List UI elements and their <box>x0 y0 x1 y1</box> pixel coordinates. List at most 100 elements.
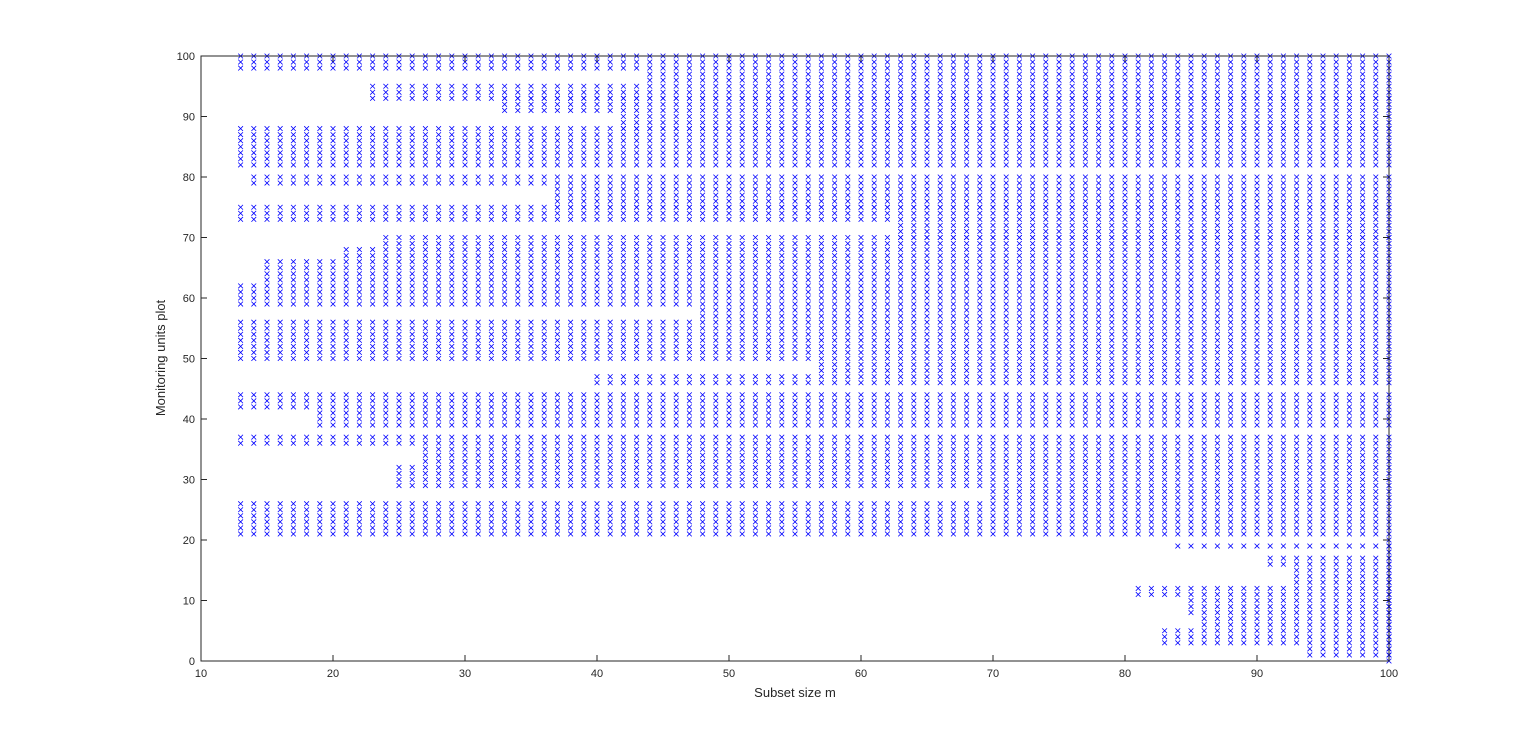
data-point <box>515 65 521 71</box>
data-point <box>792 59 798 65</box>
data-point <box>633 131 640 138</box>
data-point <box>1188 65 1194 71</box>
data-point <box>937 83 943 89</box>
data-point <box>1227 119 1234 126</box>
data-point <box>1003 77 1009 83</box>
data-point <box>1122 71 1128 77</box>
data-point <box>462 138 468 144</box>
data-point <box>1016 113 1023 120</box>
data-point <box>1293 119 1300 126</box>
data-point <box>924 131 930 138</box>
data-point <box>686 71 693 77</box>
data-point <box>396 89 402 95</box>
data-point <box>831 101 838 108</box>
data-point <box>1016 131 1023 138</box>
data-point <box>620 107 627 114</box>
data-point <box>435 65 442 71</box>
data-point <box>1122 59 1128 65</box>
data-point <box>713 138 719 144</box>
data-point <box>963 107 970 114</box>
data-point <box>383 59 389 65</box>
data-point <box>1148 119 1155 126</box>
data-point <box>1003 71 1009 77</box>
data-point <box>1095 113 1102 120</box>
data-point <box>673 138 679 144</box>
data-point <box>1056 119 1062 126</box>
data-point <box>977 119 983 126</box>
data-point <box>1016 138 1023 144</box>
data-point <box>1135 101 1141 108</box>
data-point <box>1043 131 1049 138</box>
data-point <box>449 138 455 144</box>
data-point <box>911 107 917 114</box>
data-point <box>1069 89 1075 95</box>
data-point <box>1227 107 1234 114</box>
data-point <box>277 138 283 144</box>
data-point <box>990 125 996 132</box>
data-point <box>660 107 666 114</box>
data-point <box>515 131 521 138</box>
data-point <box>1267 138 1273 144</box>
data-point <box>1280 101 1287 108</box>
data-point <box>1188 113 1194 120</box>
data-point <box>541 125 547 132</box>
data-point <box>673 95 679 102</box>
data-point <box>1241 101 1247 108</box>
data-point <box>1267 107 1273 114</box>
data-point <box>1109 65 1115 71</box>
data-point <box>1003 138 1009 144</box>
data-point <box>897 71 904 77</box>
data-point <box>1095 125 1102 132</box>
data-point <box>409 59 415 65</box>
data-point <box>911 59 917 65</box>
data-point <box>726 95 732 102</box>
data-point <box>1029 83 1036 89</box>
data-point <box>1056 101 1062 108</box>
data-point <box>396 131 402 138</box>
data-point <box>541 89 547 95</box>
data-point <box>805 107 811 114</box>
data-point <box>739 131 745 138</box>
data-point <box>449 125 455 132</box>
data-point <box>1373 71 1379 77</box>
data-point <box>963 119 970 126</box>
data-point <box>1161 65 1168 71</box>
data-point <box>858 89 864 95</box>
data-point <box>950 138 957 144</box>
data-point <box>1095 95 1102 102</box>
data-point <box>581 65 587 71</box>
data-point <box>1003 89 1009 95</box>
data-point <box>765 71 772 77</box>
data-point <box>1016 59 1023 65</box>
data-point <box>1082 95 1089 102</box>
data-point <box>911 138 917 144</box>
data-point <box>1214 113 1221 120</box>
data-point <box>1135 59 1141 65</box>
data-point <box>1069 95 1075 102</box>
data-point <box>1359 101 1366 108</box>
data-point <box>739 107 745 114</box>
data-point <box>845 65 851 71</box>
data-point <box>1359 89 1366 95</box>
data-point <box>1241 77 1247 83</box>
data-point <box>475 65 481 71</box>
data-point <box>871 107 877 114</box>
data-point <box>581 125 587 132</box>
data-point <box>1359 71 1366 77</box>
data-point <box>462 59 468 65</box>
data-point <box>501 95 508 102</box>
data-point <box>1293 83 1300 89</box>
data-point <box>1214 138 1221 144</box>
data-point <box>950 119 957 126</box>
data-point <box>251 65 257 71</box>
data-point <box>884 77 891 83</box>
data-point <box>1373 101 1379 108</box>
data-point <box>792 125 798 132</box>
data-point <box>713 131 719 138</box>
data-point <box>462 65 468 71</box>
data-point <box>1307 95 1313 102</box>
data-point <box>963 125 970 132</box>
data-point <box>1333 59 1339 65</box>
data-point <box>818 107 825 114</box>
data-point <box>1241 71 1247 77</box>
